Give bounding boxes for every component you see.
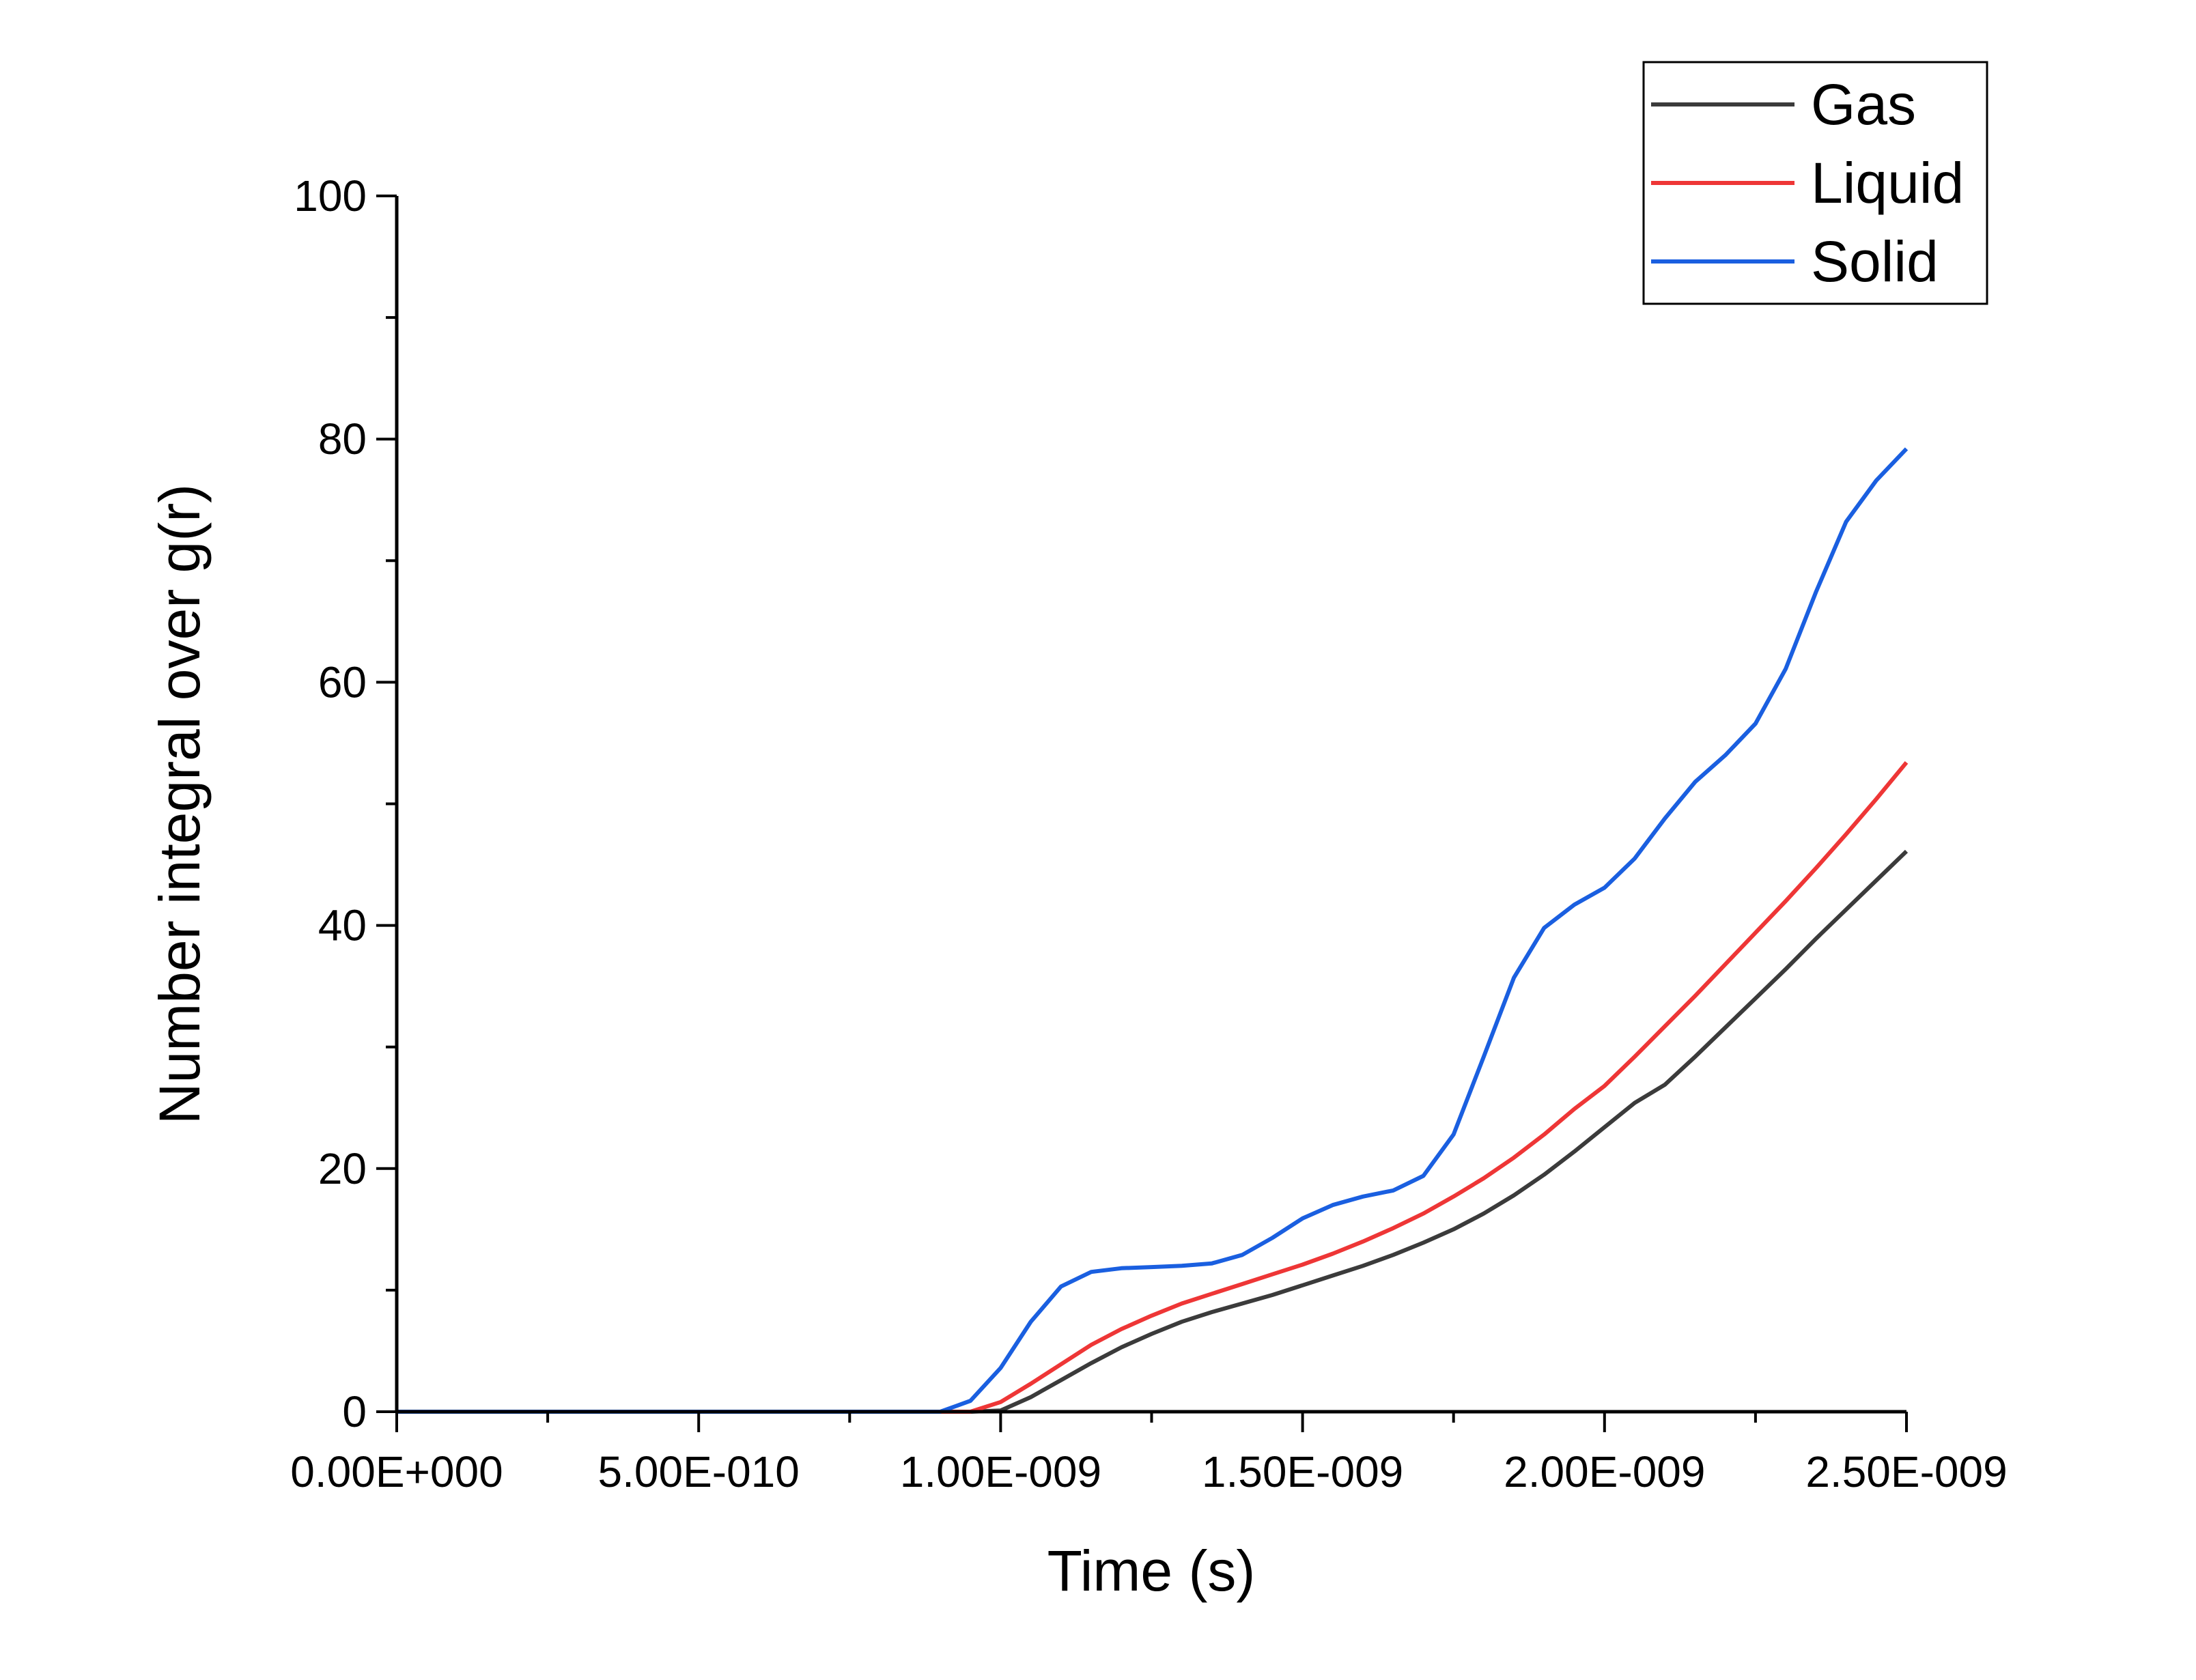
series-lines — [397, 447, 1909, 1414]
tick-labels: 0.00E+000 5.00E-010 1.00E-009 1.50E-009 2.00… — [290, 171, 2007, 1496]
y-axis-title: Number integral over g(r) — [147, 484, 212, 1124]
legend-label-solid: Solid — [1811, 229, 1939, 294]
x-tick-label: 5.00E-010 — [598, 1447, 800, 1496]
x-tick-label: 1.50E-009 — [1202, 1447, 1403, 1496]
tick-marks — [376, 195, 1908, 1432]
x-axis-title: Time (s) — [1047, 1539, 1256, 1603]
series-line-gas — [397, 849, 1909, 1414]
x-tick-label: 2.00E-009 — [1504, 1447, 1705, 1496]
series-line-liquid — [397, 760, 1909, 1414]
legend: Gas Liquid Solid — [1642, 61, 1988, 305]
x-tick-label: 0.00E+000 — [290, 1447, 503, 1496]
y-tick-label: 20 — [318, 1144, 367, 1193]
y-tick-label: 40 — [318, 901, 367, 950]
x-tick-label: 2.50E-009 — [1805, 1447, 2007, 1496]
y-tick-label: 0 — [342, 1387, 367, 1436]
y-tick-label: 100 — [294, 171, 367, 220]
x-tick-label: 1.00E-009 — [900, 1447, 1101, 1496]
legend-label-liquid: Liquid — [1811, 151, 1964, 215]
series-line-solid — [397, 447, 1909, 1414]
y-tick-label: 60 — [318, 657, 367, 707]
y-tick-label: 80 — [318, 414, 367, 464]
legend-label-gas: Gas — [1811, 72, 1916, 137]
axes — [395, 196, 1906, 1414]
